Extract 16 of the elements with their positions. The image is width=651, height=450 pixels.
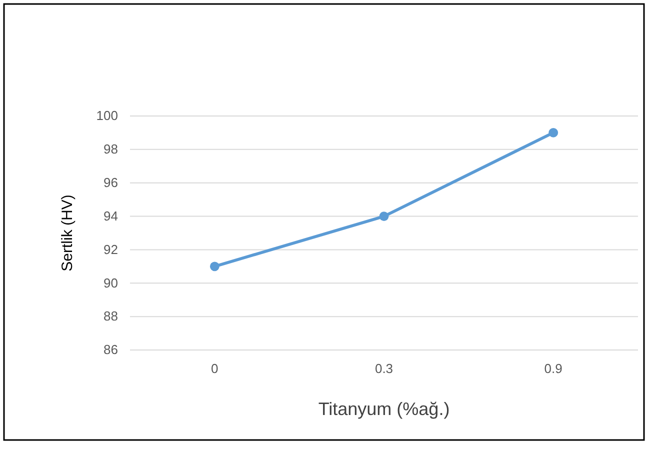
y-axis-title: Sertlik (HV)	[59, 194, 76, 272]
point	[210, 262, 220, 272]
y-tick-label: 98	[104, 142, 118, 157]
point	[379, 212, 389, 221]
y-tick-label: 100	[96, 108, 118, 124]
point	[548, 128, 558, 138]
y-tick-label: 96	[104, 175, 118, 190]
y-tick-label: 90	[104, 275, 118, 290]
x-tick-label: 0.9	[544, 361, 562, 376]
y-tick-label: 88	[104, 308, 118, 324]
x-axis-title: Titanyum (%ağ.)	[318, 399, 450, 419]
x-tick-label: 0.3	[374, 361, 394, 376]
y-tick-label: 92	[104, 242, 118, 257]
x-tick-label: 0	[211, 361, 218, 376]
y-tick-label: 94	[104, 208, 118, 224]
y-tick-label: 86	[104, 342, 118, 358]
